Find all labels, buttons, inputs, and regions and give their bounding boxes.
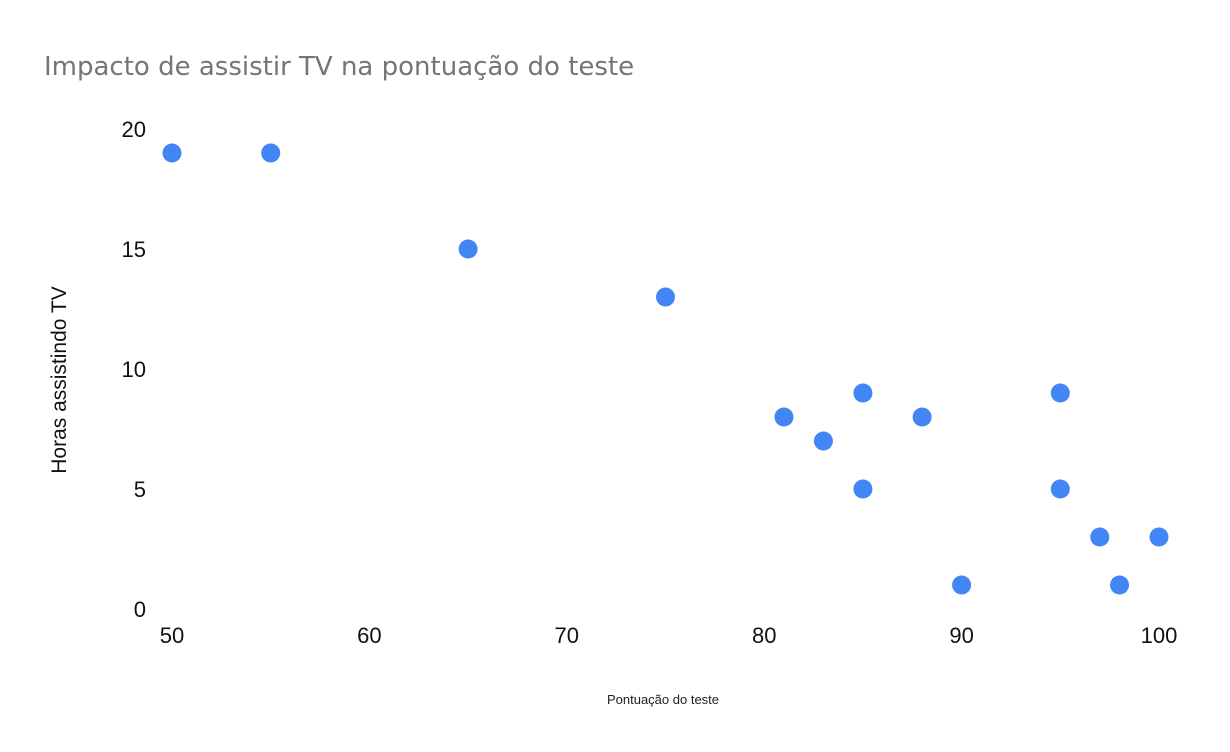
x-axis-ticks: 50 60 70 80 90 100: [160, 623, 1178, 648]
data-point: [656, 287, 675, 307]
data-point: [774, 407, 794, 427]
data-point: [1149, 527, 1169, 547]
y-tick-label: 15: [122, 237, 146, 262]
data-point: [261, 143, 281, 163]
x-tick-label: 80: [752, 623, 776, 648]
y-tick-label: 10: [122, 357, 146, 382]
x-axis-label: Pontuação do teste: [607, 692, 719, 707]
x-tick-label: 90: [949, 623, 973, 648]
x-tick-label: 60: [357, 623, 381, 648]
x-tick-label: 100: [1141, 623, 1178, 648]
y-axis-ticks: 0 5 10 15 20: [122, 117, 146, 622]
data-point: [853, 479, 873, 499]
data-point: [162, 143, 182, 163]
data-point: [1050, 383, 1070, 403]
data-point: [952, 575, 972, 595]
y-tick-label: 0: [134, 597, 146, 622]
data-point: [1090, 527, 1110, 547]
data-point: [1050, 479, 1070, 499]
data-point: [912, 407, 932, 427]
data-point: [1110, 575, 1130, 595]
x-tick-label: 50: [160, 623, 184, 648]
data-point: [853, 383, 873, 403]
y-tick-label: 20: [122, 117, 146, 142]
data-point: [458, 239, 478, 259]
x-tick-label: 70: [555, 623, 579, 648]
data-points: [162, 143, 1169, 595]
chart-title: Impacto de assistir TV na pontuação do t…: [44, 52, 635, 82]
y-tick-label: 5: [134, 477, 146, 502]
data-point: [813, 431, 833, 451]
y-axis-label: Horas assistindo TV: [48, 286, 71, 474]
